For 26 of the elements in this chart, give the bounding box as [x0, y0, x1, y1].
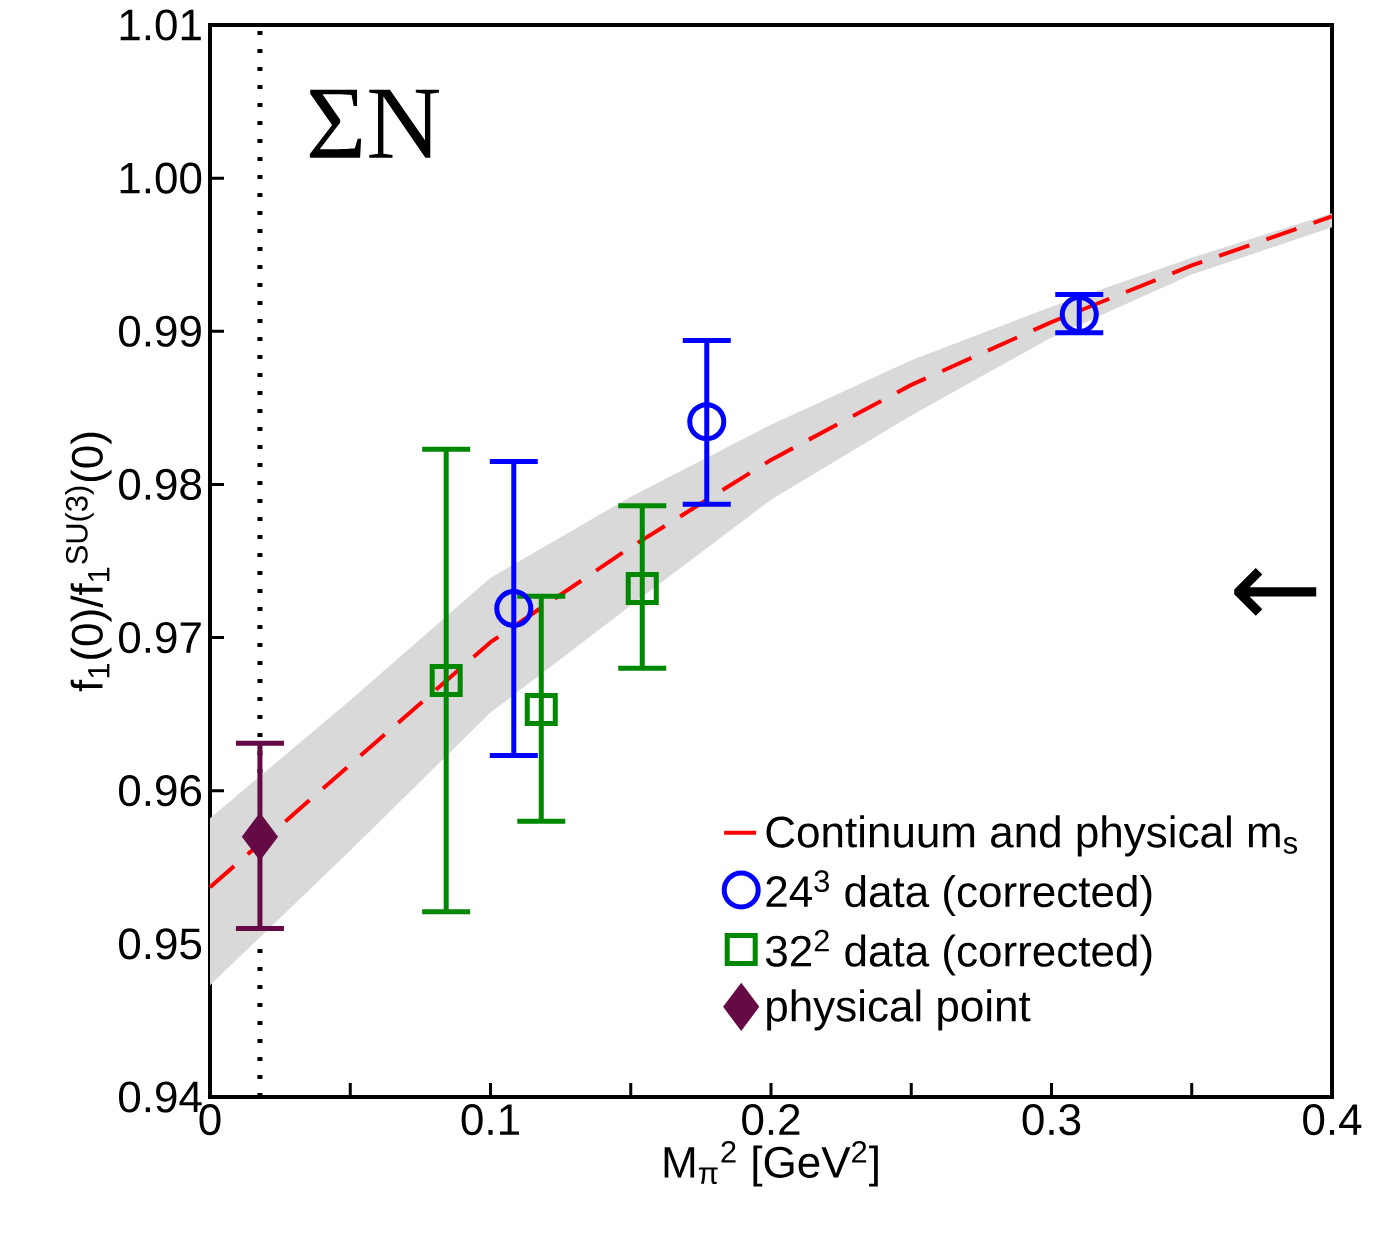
annotation: ΣN [309, 89, 440, 158]
legend-label: Continuum and physical m$_{s}$ [766, 815, 1298, 857]
point [429, 663, 463, 697]
y-tick-label: 0.98 [119, 468, 202, 501]
x-tick-label: 0.1 [461, 1104, 519, 1136]
x-tick-label: 0.3 [1022, 1104, 1081, 1136]
x-tick-label: 0.4 [1303, 1104, 1362, 1136]
legend-label: 32$^{2}$ data (corrected) [765, 929, 1152, 976]
point [687, 402, 727, 442]
y-tick-label: 1.01 [120, 9, 201, 41]
y-tick-label: 0.96 [119, 775, 202, 807]
annotation: ← [1234, 567, 1317, 616]
y-axis-title: f$_{1}$(0)/f$_{1}$$^{SU(3)}$(0) [65, 432, 112, 692]
point [524, 693, 558, 727]
point [625, 572, 659, 606]
point [1059, 294, 1099, 334]
y-tick-label: 1.00 [120, 162, 202, 194]
legend-label: physical point [767, 989, 1031, 1031]
point [242, 814, 278, 860]
legend-label: 24$^{3}$ data (corrected) [766, 870, 1152, 916]
y-tick-label: 0.95 [119, 928, 202, 960]
y-tick-label: 0.99 [119, 315, 201, 347]
x-axis-title: M$_{π}$$^{2}$ [GeV$^{2}$] [664, 1140, 878, 1187]
x-tick-label: 0.2 [742, 1104, 800, 1136]
y-tick-label: 0.97 [119, 621, 201, 654]
point [494, 588, 534, 628]
